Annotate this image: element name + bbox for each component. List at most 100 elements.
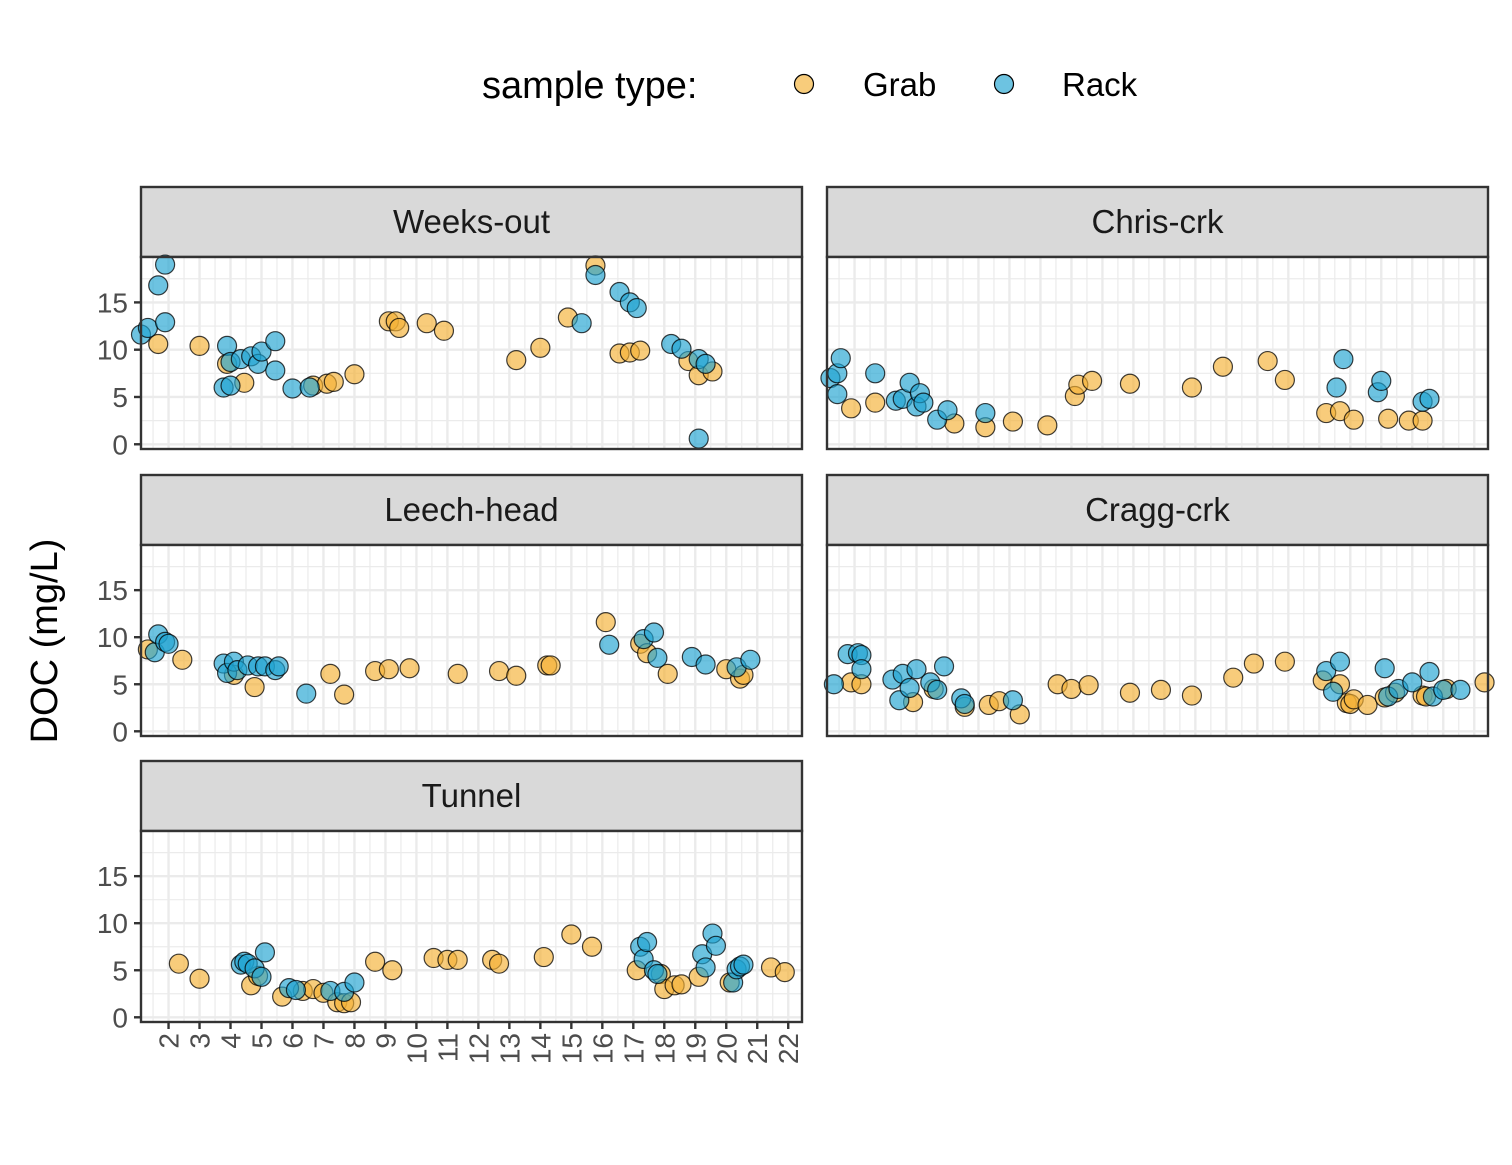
point-rack <box>695 957 716 978</box>
panel-leech-head: Leech-head 0 5 10 15 <box>97 473 804 747</box>
point-rack <box>1329 651 1351 672</box>
legend-key-grab <box>793 73 815 95</box>
point-grab <box>1274 651 1295 672</box>
point-grab <box>1150 679 1172 700</box>
point-grab <box>671 974 692 995</box>
point-grab <box>630 340 651 361</box>
point-grab <box>1212 356 1234 377</box>
point-rack <box>733 954 754 975</box>
point-grab <box>840 398 862 419</box>
legend-title: sample type: <box>482 65 697 107</box>
point-grab <box>447 663 468 685</box>
point-grab <box>1474 672 1495 693</box>
x-tick-label: 22 <box>773 1033 804 1064</box>
point-rack <box>851 659 872 680</box>
point-grab <box>1119 373 1141 394</box>
x-tick-label: 15 <box>556 1033 587 1064</box>
point-rack <box>148 275 169 296</box>
point-rack <box>1419 661 1440 683</box>
point-grab <box>657 663 678 685</box>
point-rack <box>823 674 844 695</box>
strip-label-tunnel: Tunnel <box>422 777 522 814</box>
x-tick-label: 16 <box>587 1033 618 1064</box>
point-rack <box>1374 658 1395 679</box>
points-leech-head <box>137 612 761 705</box>
y-axis-weeks-out: 0 5 10 15 <box>97 287 141 460</box>
x-tick-label: 19 <box>680 1033 711 1064</box>
points-chris-crk <box>820 348 1440 438</box>
points-tunnel <box>168 923 795 1014</box>
x-tick-label: 6 <box>277 1033 308 1049</box>
point-grab <box>172 649 193 670</box>
point-grab <box>334 684 355 705</box>
point-rack <box>296 683 317 704</box>
point-grab <box>1119 682 1141 703</box>
point-rack <box>1002 690 1024 711</box>
x-tick-label: 17 <box>618 1033 649 1064</box>
point-rack <box>154 254 176 275</box>
y-tick-label: 5 <box>112 382 128 413</box>
strip-label-chris-crk: Chris-crk <box>1092 203 1224 240</box>
x-tick-label: 3 <box>185 1033 216 1049</box>
y-tick-label: 5 <box>112 669 128 700</box>
point-rack <box>158 633 179 654</box>
gridlines-chris-crk <box>827 257 1488 449</box>
point-grab <box>530 337 551 358</box>
point-rack <box>1316 660 1337 682</box>
x-tick-label: 21 <box>742 1033 773 1064</box>
x-tick-label: 8 <box>339 1033 370 1049</box>
point-grab <box>865 392 886 413</box>
point-rack <box>1433 679 1454 700</box>
strip-tunnel <box>139 759 804 833</box>
point-grab <box>1257 350 1278 372</box>
point-rack <box>933 656 955 677</box>
point-grab <box>1081 370 1103 392</box>
strip-label-weeks-out: Weeks-out <box>393 203 550 240</box>
point-rack <box>251 341 272 362</box>
point-grab <box>433 320 455 341</box>
point-grab <box>189 968 210 989</box>
y-axis-tunnel: 0 5 10 15 <box>97 861 141 1033</box>
x-tick-label: 2 <box>154 1033 185 1049</box>
point-rack <box>937 400 958 421</box>
point-grab <box>1378 408 1399 429</box>
point-grab <box>244 676 265 698</box>
point-grab <box>399 658 420 679</box>
panel-cragg-crk: Cragg-crk <box>823 473 1495 738</box>
point-rack <box>571 313 592 334</box>
legend: sample type: Grab Rack <box>482 65 1138 107</box>
point-rack <box>1371 370 1392 392</box>
x-axis-tunnel: 2 3 4 5 6 7 8 9 10 11 12 13 14 15 16 17 18 19 20 21 22 <box>154 1022 804 1064</box>
point-grab <box>595 612 616 633</box>
x-tick-label: 18 <box>649 1033 680 1064</box>
y-tick-label: 15 <box>97 287 128 318</box>
point-rack <box>954 693 975 715</box>
y-tick-label: 15 <box>97 575 128 606</box>
point-rack <box>154 312 176 333</box>
plot-area-leech-head <box>141 545 802 736</box>
point-rack <box>899 677 920 699</box>
point-rack <box>599 634 620 655</box>
point-rack <box>975 402 996 424</box>
point-grab <box>320 663 341 685</box>
point-grab <box>382 960 403 981</box>
y-tick-label: 10 <box>97 908 128 939</box>
y-axis-leech-head: 0 5 10 15 <box>97 575 141 747</box>
x-tick-label: 13 <box>494 1033 525 1064</box>
panel-border-chris-crk <box>825 255 1490 451</box>
point-rack <box>585 264 606 286</box>
point-grab <box>389 317 410 339</box>
point-grab <box>561 924 582 945</box>
point-rack <box>647 963 668 985</box>
panel-border-cragg-crk <box>825 543 1490 738</box>
gridlines-cragg-crk <box>827 545 1488 736</box>
point-rack <box>913 392 934 413</box>
panel-border-weeks-out <box>139 255 804 451</box>
point-grab <box>323 371 344 392</box>
point-rack <box>647 647 668 669</box>
y-tick-label: 10 <box>97 335 128 366</box>
point-grab <box>1243 653 1264 674</box>
point-grab <box>1037 415 1058 436</box>
point-rack <box>705 935 727 956</box>
